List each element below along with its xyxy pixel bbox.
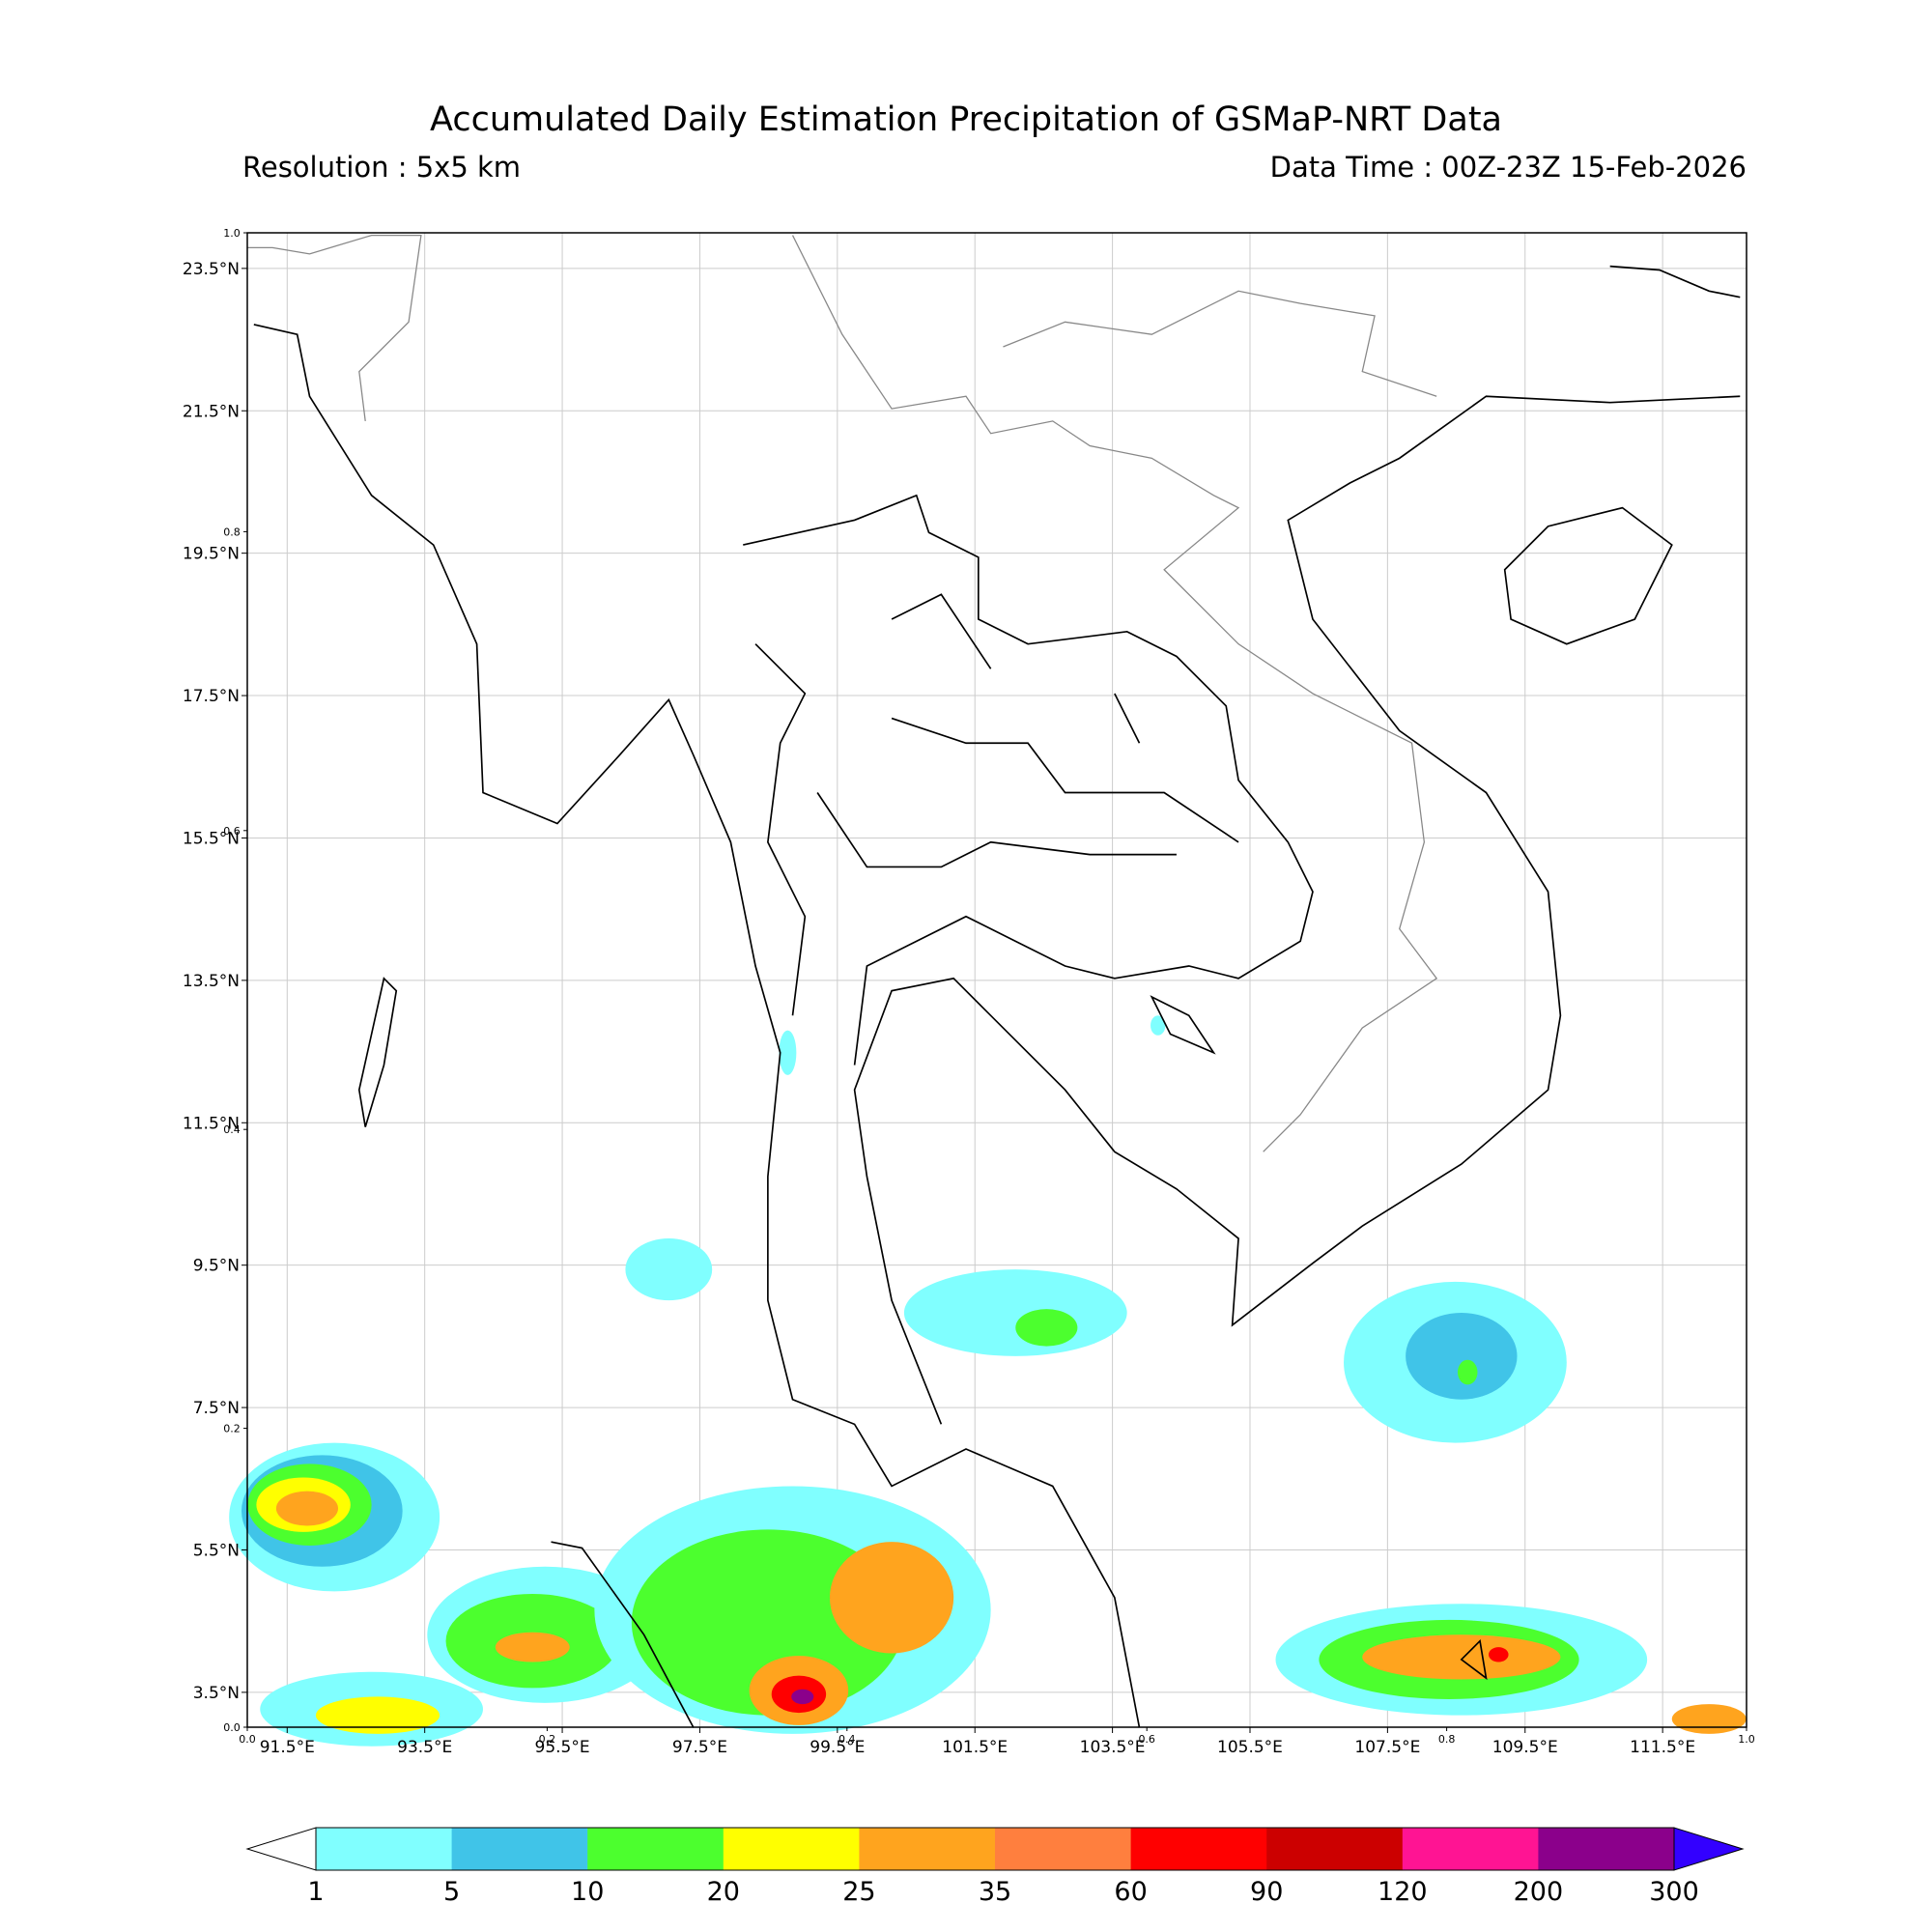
- colorbar-label: 35: [979, 1877, 1011, 1907]
- lat-tick-label: 9.5°N: [193, 1257, 240, 1276]
- colorbar-label: 5: [443, 1877, 460, 1907]
- lat-tick-label: 19.5°N: [183, 545, 240, 564]
- overlay-y-label: 0.8: [223, 526, 241, 538]
- lat-tick-label: 3.5°N: [193, 1684, 240, 1703]
- lon-tick-label: 103.5°E: [1080, 1738, 1146, 1757]
- lon-tick-label: 101.5°E: [942, 1738, 1008, 1757]
- data-time: Data Time : 00Z-23Z 15-Feb-2026: [1270, 151, 1747, 184]
- colorbar-label: 20: [707, 1877, 740, 1907]
- overlay-y-label: 0.4: [223, 1123, 241, 1136]
- overlay-y-label: 0.2: [223, 1423, 241, 1435]
- colorbar-label: 90: [1250, 1877, 1283, 1907]
- overlay-y-label: 1.0: [223, 227, 241, 240]
- colorbar-label: 60: [1114, 1877, 1147, 1907]
- overlay-y-label: 0.6: [223, 825, 241, 838]
- lon-tick-label: 111.5°E: [1630, 1738, 1695, 1757]
- lon-tick-label: 91.5°E: [260, 1738, 315, 1757]
- lat-tick-label: 21.5°N: [183, 402, 240, 421]
- map-drawing: [229, 234, 1747, 1747]
- lat-tick-label: 7.5°N: [193, 1399, 240, 1418]
- colorbar-segment: [316, 1828, 453, 1870]
- lon-tick-label: 99.5°E: [810, 1738, 865, 1757]
- colorbar-label: 300: [1649, 1877, 1699, 1907]
- lat-tick-label: 11.5°N: [183, 1114, 240, 1133]
- lon-tick-label: 93.5°E: [397, 1738, 452, 1757]
- colorbar-segment: [995, 1828, 1132, 1870]
- map-title: Accumulated Daily Estimation Precipitati…: [430, 100, 1502, 139]
- resolution: Resolution : 5x5 km: [242, 151, 521, 184]
- colorbar-segment: [1130, 1828, 1267, 1870]
- colorbar-label: 120: [1378, 1877, 1428, 1907]
- colorbar-segment: [1402, 1828, 1539, 1870]
- colorbar-segment: [1538, 1828, 1675, 1870]
- colorbar-segment: [1266, 1828, 1404, 1870]
- colorbar-under: [245, 1827, 317, 1871]
- overlay-x-label: 0.2: [539, 1733, 556, 1746]
- lat-tick-label: 23.5°N: [183, 260, 240, 279]
- lon-tick-label: 105.5°E: [1217, 1738, 1283, 1757]
- lat-tick-label: 17.5°N: [183, 687, 240, 706]
- overlay-x-label: 1.0: [1738, 1733, 1755, 1746]
- lat-tick-label: 5.5°N: [193, 1541, 240, 1560]
- colorbar-label: 25: [842, 1877, 875, 1907]
- colorbar-label: 1: [307, 1877, 324, 1907]
- overlay-x-label: 0.6: [1138, 1733, 1155, 1746]
- rain-fields: [229, 1015, 1747, 1747]
- overlay-y-label: 0.0: [223, 1721, 241, 1734]
- lon-tick-label: 97.5°E: [672, 1738, 727, 1757]
- lat-tick-label: 15.5°N: [183, 829, 240, 848]
- grid-layer: [247, 233, 1747, 1727]
- colorbar-over: [1673, 1827, 1745, 1871]
- colorbar-segment: [723, 1828, 860, 1870]
- lon-tick-label: 109.5°E: [1492, 1738, 1558, 1757]
- colorbar-label: 10: [571, 1877, 604, 1907]
- lon-tick-label: 95.5°E: [535, 1738, 590, 1757]
- colorbar: 1 5 10 20 25 35 60 90 120 200 300: [245, 1827, 1745, 1907]
- colorbar-outline: [315, 1827, 1675, 1871]
- overlay-x-label: 0.8: [1438, 1733, 1456, 1746]
- colorbar-label: 200: [1514, 1877, 1564, 1907]
- colorbar-segment: [587, 1828, 724, 1870]
- overlay-x-label: 0.0: [239, 1733, 256, 1746]
- lat-tick-label: 13.5°N: [183, 972, 240, 991]
- colorbar-segment: [859, 1828, 996, 1870]
- lon-tick-label: 107.5°E: [1354, 1738, 1420, 1757]
- colorbar-segment: [451, 1828, 588, 1870]
- overlay-x-label: 0.4: [838, 1733, 856, 1746]
